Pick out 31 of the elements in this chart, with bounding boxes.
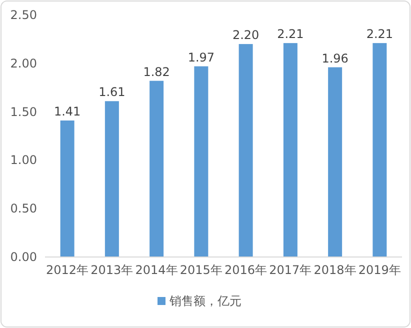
bar bbox=[60, 120, 74, 257]
x-tick-label: 2014年 bbox=[135, 263, 178, 277]
y-tick-label: 2.50 bbox=[10, 8, 37, 22]
y-tick-label: 0.50 bbox=[10, 202, 37, 216]
bar bbox=[328, 67, 342, 257]
x-tick-label: 2019年 bbox=[358, 263, 401, 277]
data-label: 2.20 bbox=[232, 28, 260, 42]
bar bbox=[238, 44, 253, 257]
data-label: 2.21 bbox=[366, 27, 394, 42]
bar bbox=[104, 101, 119, 257]
data-label: 1.61 bbox=[98, 85, 126, 100]
x-tick-label: 2013年 bbox=[90, 263, 134, 277]
y-tick-label: 2.00 bbox=[10, 56, 37, 70]
x-tick-label: 2015年 bbox=[180, 263, 222, 277]
data-label: 1.97 bbox=[188, 50, 215, 64]
data-label: 2.21 bbox=[277, 27, 304, 42]
y-tick-label: 0.00 bbox=[10, 250, 37, 264]
data-label: 1.96 bbox=[322, 51, 348, 66]
data-label: 1.82 bbox=[143, 64, 170, 79]
bar bbox=[372, 43, 387, 257]
x-tick-label: 2018年 bbox=[314, 263, 356, 277]
data-label: 1.41 bbox=[54, 104, 81, 119]
bar bbox=[283, 43, 298, 257]
x-tick-label: 2017年 bbox=[269, 263, 312, 277]
x-tick-label: 2016年 bbox=[224, 263, 268, 277]
legend-label: 销售额，亿元 bbox=[168, 294, 242, 308]
y-tick-label: 1.00 bbox=[10, 153, 37, 168]
bar bbox=[194, 66, 208, 257]
x-tick-label: 2012年 bbox=[46, 263, 89, 277]
y-tick-label: 1.50 bbox=[10, 104, 37, 119]
bar bbox=[150, 80, 164, 257]
